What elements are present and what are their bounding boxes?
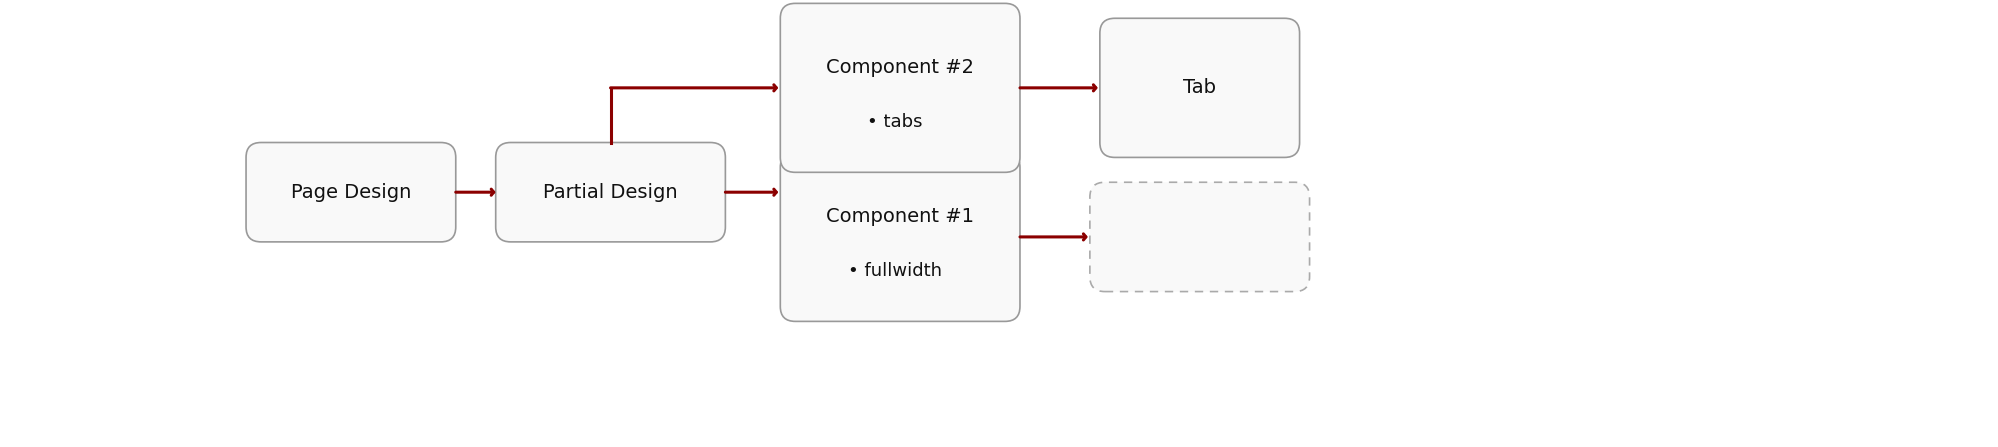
Text: • tabs: • tabs [867,113,923,131]
Text: Component #2: Component #2 [825,58,975,77]
FancyBboxPatch shape [1099,18,1299,157]
FancyBboxPatch shape [246,143,456,242]
FancyBboxPatch shape [1089,182,1309,291]
Text: Page Design: Page Design [292,183,412,202]
Text: Partial Design: Partial Design [543,183,677,202]
FancyBboxPatch shape [781,4,1019,173]
Text: • fullwidth: • fullwidth [847,261,943,280]
FancyBboxPatch shape [496,143,725,242]
Text: Tab: Tab [1183,78,1217,97]
Text: Component #1: Component #1 [825,207,975,226]
FancyBboxPatch shape [781,152,1019,321]
